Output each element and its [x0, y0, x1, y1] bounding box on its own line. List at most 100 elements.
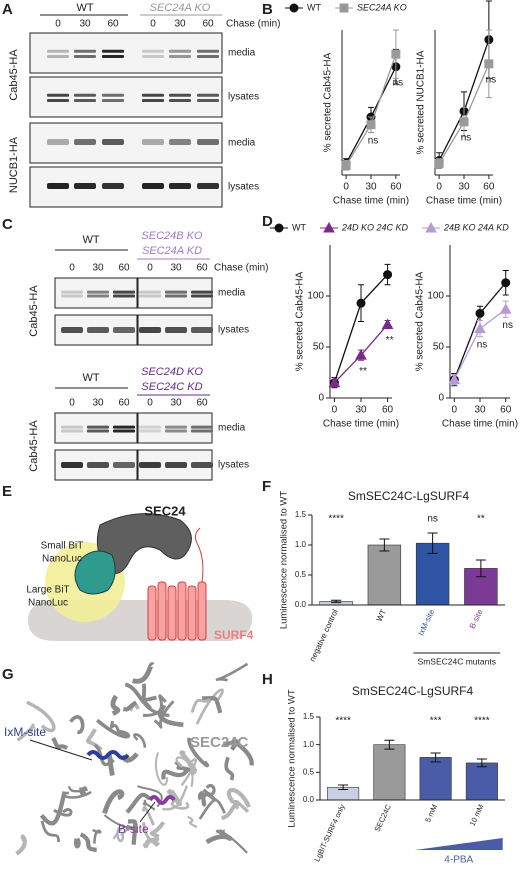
legend-marker [289, 3, 299, 13]
y-tick-label: 0 [438, 393, 444, 404]
panel-letter: H [262, 671, 273, 688]
y-tick-label: 0.5 [295, 570, 307, 579]
ribbon [141, 805, 155, 826]
ribbon [232, 739, 254, 766]
error-bar [379, 538, 390, 552]
ribbon [149, 821, 166, 839]
ribbon [79, 832, 97, 853]
band [102, 55, 124, 58]
band [61, 462, 83, 468]
lane-label: 30 [170, 263, 182, 274]
panel-letter: B [262, 1, 273, 18]
marker [366, 120, 376, 130]
band [74, 93, 96, 97]
band [102, 49, 124, 53]
x-tick-label: LgBiT-SURF4 only [312, 803, 347, 863]
band [74, 139, 96, 145]
legend-label: 24D KO 24C KD [341, 222, 409, 232]
annotation: **** [328, 514, 344, 525]
diagram-label: Small BiT [41, 541, 84, 552]
marker [381, 318, 394, 330]
band [139, 294, 161, 298]
ribbon [187, 737, 209, 768]
group-label: WT [82, 234, 99, 246]
ribbon [125, 792, 151, 814]
ribbon [215, 829, 248, 854]
band [169, 55, 191, 58]
band [139, 290, 161, 294]
band [113, 290, 135, 294]
x-tick-label: SEC24C [372, 802, 393, 833]
y-tick-label: 50 [433, 342, 445, 353]
band [113, 425, 135, 429]
band [113, 462, 135, 468]
band [165, 429, 187, 433]
protein-label: Cab45-HA [28, 420, 40, 472]
x-tick-label: 5 mM [423, 803, 439, 824]
marker [391, 49, 401, 59]
legend-marker [425, 221, 437, 233]
x-tick-label: 0 [452, 405, 458, 416]
ribbon [74, 837, 81, 849]
ribbon [26, 700, 56, 733]
ribbon [39, 791, 67, 826]
ribbon [53, 808, 73, 817]
ribbon [96, 718, 131, 739]
protein-label: Cab45-HA [28, 285, 40, 337]
band [87, 294, 109, 298]
ribbon [220, 799, 240, 821]
ribbon [154, 752, 169, 786]
x-axis-label: Chase time (min) [442, 419, 518, 430]
panel-letter: F [262, 478, 271, 495]
blot [29, 32, 223, 74]
ribbon [142, 694, 167, 717]
treatment-label: 4-PBA [444, 855, 473, 866]
annotation: ** [359, 366, 367, 377]
band [191, 429, 213, 433]
band [139, 462, 161, 468]
bar [367, 544, 402, 606]
protein-label: SEC24C [190, 734, 249, 751]
ribbon [51, 737, 69, 751]
group-label: SEC24B KO [141, 230, 203, 242]
band [191, 425, 213, 429]
band [87, 290, 109, 294]
lane-label: 0 [150, 19, 156, 30]
site-label: IxM-site [4, 725, 46, 739]
group-label: SEC24A KO [150, 2, 211, 14]
x-tick-label: IxM-site [416, 607, 436, 637]
blot [29, 76, 223, 118]
error-bar [427, 532, 438, 554]
bar [373, 744, 406, 801]
diagram-label: NanoLuc [28, 598, 68, 609]
ribbon [127, 819, 138, 845]
x-tick-label: 60 [382, 405, 394, 416]
band [47, 49, 69, 53]
annotation: ns [427, 514, 438, 525]
band [197, 55, 219, 58]
marker [434, 158, 444, 168]
band [191, 327, 213, 333]
annotation: ns [393, 77, 404, 88]
x-tick-label: 60 [390, 182, 402, 193]
ribbon [224, 756, 235, 781]
band [61, 425, 83, 429]
marker [459, 117, 469, 127]
lane-label: 0 [147, 263, 153, 274]
ribbon [197, 791, 204, 801]
bar [464, 568, 498, 606]
lane-label: 60 [202, 19, 214, 30]
ribbon [122, 700, 138, 712]
fraction-label: media [228, 48, 256, 59]
x-axis-label: Chase time (min) [426, 196, 502, 207]
ribbon [86, 750, 130, 760]
fraction-label: lysates [218, 325, 249, 336]
y-axis-label: % secreted NUCB1-HA [416, 50, 427, 154]
lane-label: 0 [69, 263, 75, 274]
legend-marker [323, 221, 335, 233]
band [142, 93, 164, 97]
group-label: WT [76, 2, 93, 14]
error-bar [476, 758, 487, 768]
band [197, 93, 219, 97]
marker [499, 303, 512, 314]
